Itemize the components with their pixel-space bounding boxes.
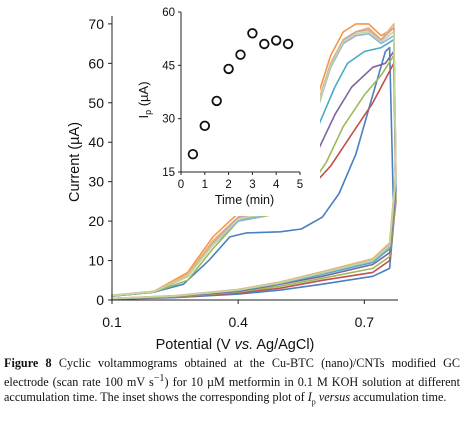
inset-y-tick-label: 15 bbox=[162, 167, 175, 179]
inset-x-tick-label: 4 bbox=[273, 179, 280, 191]
main-x-tick-label: 0.1 bbox=[102, 314, 122, 330]
main-y-tick-label: 60 bbox=[88, 55, 104, 71]
caption-unit-superscript: −1 bbox=[153, 373, 165, 385]
main-y-tick-label: 40 bbox=[88, 134, 104, 150]
cv-curve-10 bbox=[111, 31, 397, 300]
inset-background bbox=[139, 2, 320, 216]
caption-ip-sub: p bbox=[311, 397, 316, 407]
main-y-axis-label: Current (µA) bbox=[67, 122, 83, 202]
caption-text-2: ) for 10 µM metformin in 0.1 M KOH solut… bbox=[4, 375, 460, 405]
inset-y-tick-label: 60 bbox=[162, 7, 175, 19]
main-x-axis-label-part: Ag/AgCl) bbox=[253, 337, 314, 353]
inset-x-tick-label: 3 bbox=[249, 179, 255, 191]
inset-y-axis-label: Ip (µA) bbox=[136, 81, 153, 118]
main-x-axis-label-part: vs. bbox=[235, 337, 254, 353]
inset-data-point bbox=[247, 28, 258, 39]
caption-text-1: Cyclic voltammograms obtained at the Cu-… bbox=[4, 356, 460, 390]
inset-data-point bbox=[223, 63, 234, 75]
main-x-tick-label: 0.4 bbox=[228, 314, 248, 330]
inset-y-label-main: I bbox=[136, 115, 151, 119]
inset-x-tick-label: 0 bbox=[178, 179, 184, 191]
main-y-tick-label: 0 bbox=[96, 292, 104, 308]
inset-x-axis-label: Time (min) bbox=[215, 193, 274, 207]
figure-caption: Figure 8 Cyclic voltammograms obtained a… bbox=[4, 356, 460, 410]
inset-x-tick-label: 5 bbox=[297, 179, 303, 191]
main-x-axis-label: Potential (V vs. Ag/AgCl) bbox=[156, 337, 315, 353]
cv-curve-3 bbox=[111, 54, 397, 300]
inset-data-point bbox=[235, 49, 246, 60]
inset-y-tick-label: 30 bbox=[162, 114, 175, 126]
inset-data-point bbox=[211, 95, 222, 107]
inset-data-point bbox=[282, 38, 294, 50]
caption-ip-main: I bbox=[307, 390, 312, 405]
caption-versus: versus bbox=[318, 390, 350, 405]
main-y-tick-label: 70 bbox=[88, 16, 104, 32]
main-y-tick-label: 20 bbox=[88, 213, 104, 229]
main-y-tick-label: 50 bbox=[88, 95, 104, 111]
caption-label: Figure 8 bbox=[4, 356, 52, 370]
caption-text-3: accumulation time. bbox=[350, 390, 447, 405]
inset-data-point bbox=[187, 148, 199, 160]
main-x-axis-label-part: Potential (V bbox=[156, 337, 235, 353]
main-y-tick-label: 30 bbox=[88, 174, 104, 190]
inset-x-tick-label: 1 bbox=[202, 179, 208, 191]
cv-curve-1 bbox=[111, 46, 395, 300]
inset-x-tick-label: 2 bbox=[225, 179, 231, 191]
cv-curves bbox=[111, 23, 397, 300]
inset-data-point bbox=[271, 35, 282, 46]
inset-data-point bbox=[259, 38, 270, 50]
inset-data-point bbox=[199, 120, 211, 132]
main-x-tick-label: 0.7 bbox=[355, 314, 375, 330]
inset-y-label-rest: (µA) bbox=[136, 81, 151, 109]
inset-y-tick-label: 45 bbox=[162, 60, 175, 72]
main-y-tick-label: 10 bbox=[88, 253, 104, 269]
inset-y-label-sub: p bbox=[143, 110, 153, 115]
